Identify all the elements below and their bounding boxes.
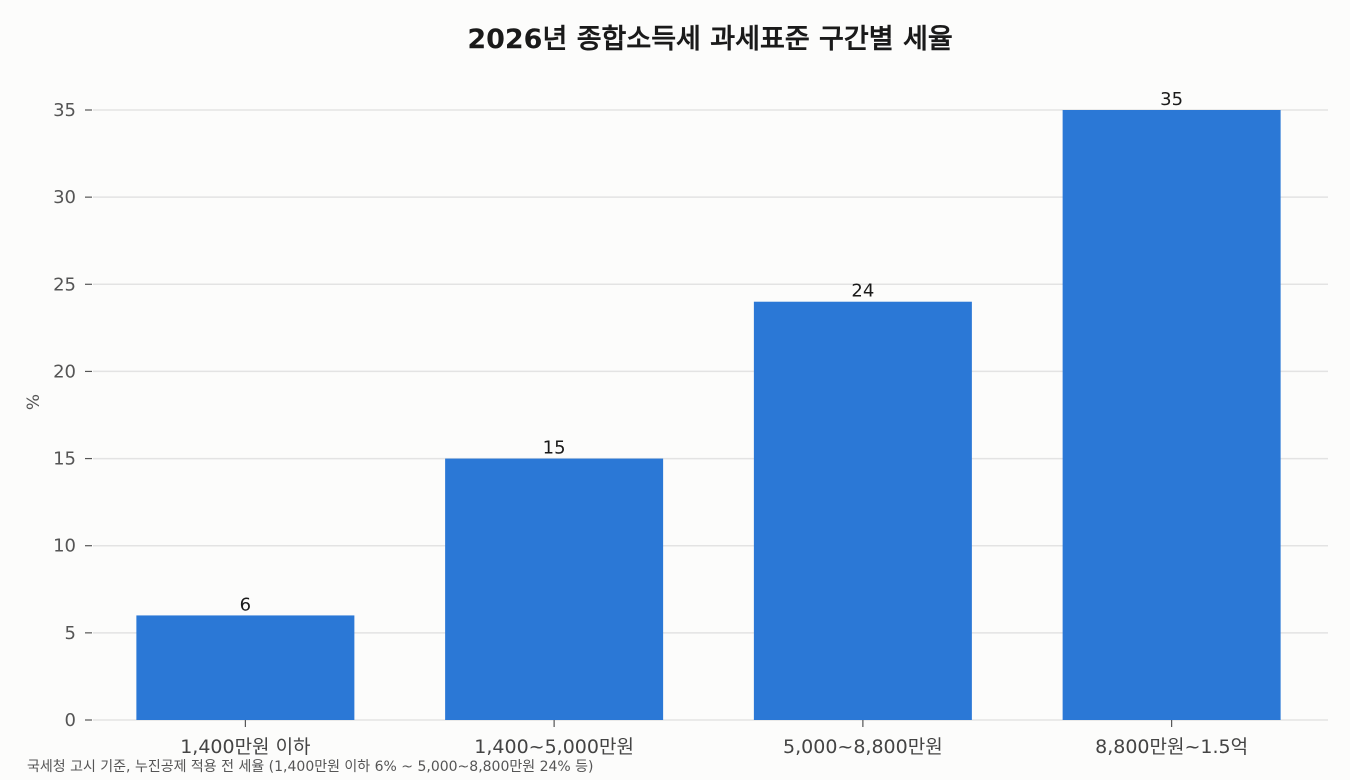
y-tick-label: 30 xyxy=(53,187,76,208)
x-axis: 1,400만원 이하 1,400~5,000만원 5,000~8,800만원 8,80… xyxy=(180,720,1248,758)
y-axis: 0 5 10 15 20 25 30 35 xyxy=(53,100,92,731)
footnote: 국세청 고시 기준, 누진공제 적용 전 세율 (1,400만원 이하 6% ~… xyxy=(27,759,594,775)
y-tick-label: 0 xyxy=(65,710,76,731)
y-tick-label: 15 xyxy=(53,449,76,470)
x-tick-label: 1,400~5,000만원 xyxy=(474,736,634,758)
data-label: 24 xyxy=(851,281,874,302)
y-tick-label: 10 xyxy=(53,536,76,557)
bar xyxy=(1062,110,1281,720)
data-labels: 6 15 24 35 xyxy=(240,89,1183,615)
y-tick-label: 5 xyxy=(65,623,76,644)
x-tick-label: 8,800만원~1.5억 xyxy=(1095,736,1248,758)
y-axis-label: % xyxy=(24,394,44,410)
data-label: 15 xyxy=(543,438,566,459)
y-tick-label: 35 xyxy=(53,100,76,121)
x-tick-label: 5,000~8,800만원 xyxy=(783,736,943,758)
y-tick-label: 25 xyxy=(53,274,76,295)
data-label: 35 xyxy=(1160,89,1183,110)
chart-title: 2026년 종합소득세 과세표준 구간별 세율 xyxy=(467,24,952,55)
bar xyxy=(753,301,972,720)
y-tick-label: 20 xyxy=(53,361,76,382)
bar xyxy=(136,615,355,720)
bar xyxy=(445,458,664,720)
x-tick-label: 1,400만원 이하 xyxy=(180,736,310,758)
bars xyxy=(136,110,1281,720)
data-label: 6 xyxy=(240,594,251,615)
